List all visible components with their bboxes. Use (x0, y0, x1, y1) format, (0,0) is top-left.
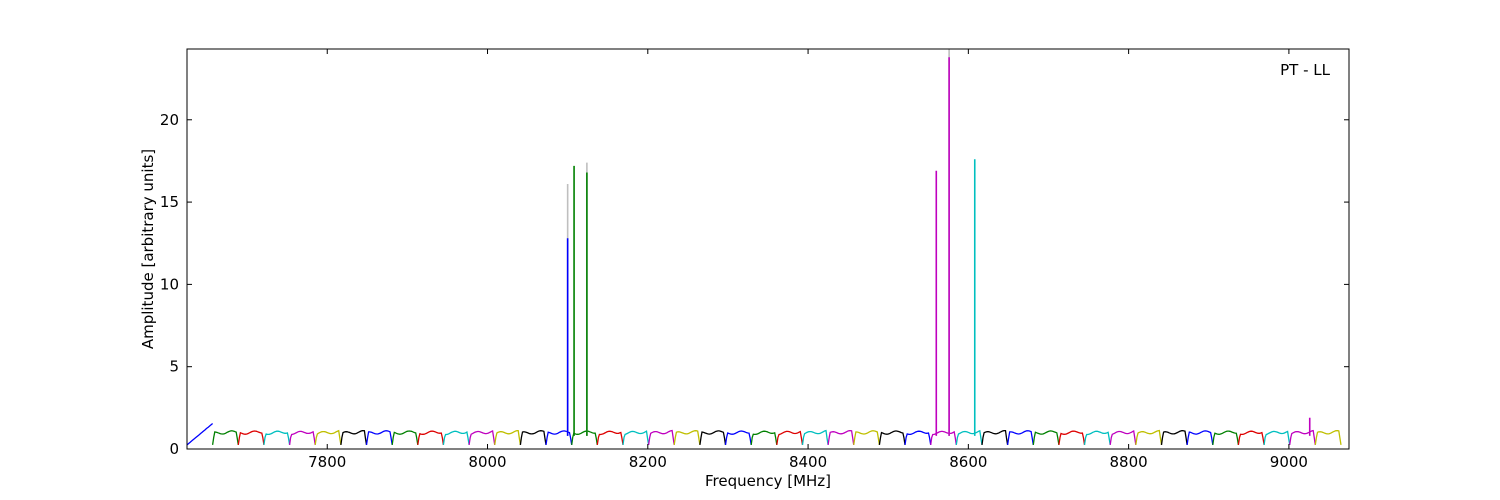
channel-line (186, 423, 214, 446)
channel-line (1006, 430, 1034, 446)
plot-frame (186, 48, 1350, 450)
channel-line (211, 430, 239, 446)
x-tick-label: 8000 (468, 453, 506, 471)
channel-line (955, 429, 983, 446)
channel-line (1135, 429, 1163, 446)
channel-line (314, 429, 342, 446)
channel-line (1032, 430, 1060, 446)
channel-line (1160, 430, 1188, 445)
channel-line (596, 430, 624, 446)
channel-line (750, 430, 778, 446)
channel-line (1186, 430, 1214, 446)
channel-line (263, 430, 291, 446)
channel-line (571, 430, 598, 446)
x-tick-label: 7800 (308, 453, 346, 471)
channel-line (827, 429, 855, 445)
channel-line (288, 430, 316, 445)
channel-line (1289, 429, 1316, 445)
channel-line (1058, 430, 1086, 445)
y-tick-label: 10 (160, 275, 179, 293)
channel-line (776, 430, 804, 446)
channel-line (647, 429, 675, 445)
channel-line (519, 430, 547, 446)
y-tick-label: 15 (160, 193, 179, 211)
x-axis-label: Frequency [MHz] (705, 472, 831, 490)
x-tick-label: 8600 (949, 453, 987, 471)
spectrum-lines (186, 423, 1342, 446)
channel-line (442, 430, 470, 446)
channel-line (468, 429, 496, 445)
channel-line (340, 429, 368, 446)
channel-line (622, 430, 650, 446)
channel-line (1237, 430, 1265, 446)
channel-line (801, 429, 829, 446)
y-tick-label: 20 (160, 111, 179, 129)
spike-lines (566, 49, 1311, 436)
channel-line (1083, 430, 1111, 446)
channel-line (981, 429, 1009, 446)
channel-line (417, 430, 445, 445)
channel-line (365, 430, 393, 446)
plot-annotation: PT - LL (1280, 61, 1331, 79)
x-tick-label: 9000 (1270, 453, 1308, 471)
channel-line (904, 430, 932, 446)
channel-line (878, 430, 906, 445)
x-tick-label: 8400 (789, 453, 827, 471)
channel-line (1109, 429, 1137, 445)
y-axis-label: Amplitude [arbitrary units] (139, 149, 157, 349)
axis-ticks: 7800 8000 8200 8400 8600 8800 9000 0 5 10 15 20 (160, 49, 1349, 471)
channel-line (391, 430, 419, 446)
x-tick-label: 8200 (629, 453, 667, 471)
channel-line (1263, 430, 1291, 446)
y-tick-label: 0 (169, 440, 179, 458)
x-tick-label: 8800 (1110, 453, 1148, 471)
channel-line (1212, 430, 1240, 446)
channel-line (673, 430, 701, 446)
channel-line (237, 430, 265, 445)
channel-line (1314, 430, 1342, 446)
channel-line (930, 430, 957, 445)
y-tick-label: 5 (169, 358, 179, 376)
channel-line (853, 430, 881, 446)
channel-line (699, 430, 727, 445)
channel-line (494, 429, 522, 446)
channel-line (724, 430, 752, 446)
